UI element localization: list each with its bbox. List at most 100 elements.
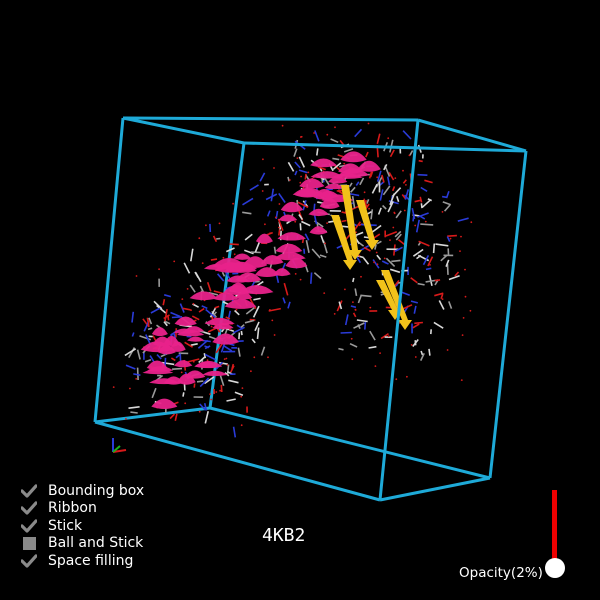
- atom-dot: [232, 202, 235, 205]
- atom-bond: [434, 292, 444, 297]
- atom-bond: [396, 196, 400, 202]
- atom-bond: [440, 254, 448, 262]
- atom-bond: [234, 391, 244, 396]
- atom-bond: [196, 380, 204, 383]
- atom-bond: [355, 231, 364, 237]
- atom-bond: [163, 294, 172, 298]
- atom-dot: [299, 181, 302, 184]
- atom-dot: [299, 278, 302, 281]
- atom-bond: [319, 254, 327, 258]
- atom-bond: [253, 297, 261, 301]
- atom-dot: [368, 207, 370, 210]
- atom-bond: [202, 339, 211, 343]
- atom-bond: [148, 317, 153, 325]
- atom-bond: [147, 327, 153, 331]
- atom-dot: [387, 335, 390, 338]
- bounding-box-edge: [379, 476, 491, 502]
- atom-bond: [311, 248, 321, 259]
- display-options-menu: Bounding box Ribbon Stick Ball and Stick…: [20, 482, 144, 570]
- helix-ribbon: [233, 253, 252, 260]
- atom-bond: [414, 321, 423, 325]
- atom-bond: [190, 343, 198, 346]
- atom-dot: [269, 309, 271, 311]
- atom-dot: [223, 358, 226, 360]
- atom-dot: [240, 424, 243, 427]
- atom-bond: [184, 341, 194, 348]
- atom-dot: [129, 387, 131, 390]
- option-space-filling[interactable]: Space filling: [20, 552, 144, 570]
- atom-bond: [359, 177, 365, 186]
- atom-dot: [229, 328, 232, 331]
- atom-dot: [393, 212, 396, 215]
- atom-bond: [386, 176, 391, 186]
- atom-bond: [322, 240, 328, 254]
- atom-bond: [412, 248, 424, 257]
- atom-bond: [354, 128, 363, 138]
- atom-bond: [305, 240, 310, 253]
- atom-dot: [273, 334, 276, 336]
- helix-ribbon: [254, 267, 280, 278]
- atom-bond: [376, 254, 382, 261]
- helix-ribbon: [147, 366, 174, 372]
- atom-bond: [369, 171, 374, 178]
- atom-dot: [363, 191, 366, 194]
- atom-bond: [417, 282, 425, 286]
- atom-dot: [376, 263, 379, 266]
- atom-dot: [459, 250, 461, 253]
- atom-bond: [205, 308, 216, 319]
- atom-bond: [365, 151, 369, 158]
- atom-bond: [228, 379, 239, 384]
- helix-ribbon: [242, 256, 268, 268]
- atom-bond: [380, 333, 389, 340]
- atom-bond: [394, 246, 403, 253]
- atom-bond: [231, 363, 235, 370]
- helix-ribbon: [292, 187, 325, 197]
- helix-ribbon: [174, 360, 193, 368]
- helix-ribbon: [310, 158, 337, 168]
- atom-bond: [368, 345, 377, 349]
- atom-bond: [151, 387, 157, 399]
- opacity-slider-track[interactable]: [552, 490, 557, 568]
- bounding-box-edge: [209, 406, 491, 480]
- atom-dot: [219, 389, 222, 392]
- atom-dot: [300, 135, 303, 138]
- atom-bond: [395, 210, 402, 219]
- helix-ribbon: [189, 291, 218, 301]
- option-stick[interactable]: Stick: [20, 517, 144, 535]
- opacity-slider-handle[interactable]: [545, 558, 565, 578]
- helix-ribbon: [278, 214, 298, 222]
- atom-bond: [229, 243, 239, 246]
- atom-dot: [410, 344, 413, 346]
- atom-dot: [464, 295, 467, 298]
- atom-bond: [389, 149, 395, 158]
- atom-bond: [225, 316, 231, 320]
- atom-bond: [417, 173, 428, 176]
- atom-bond: [240, 324, 245, 329]
- atom-bond: [254, 321, 260, 332]
- option-bounding-box[interactable]: Bounding box: [20, 482, 144, 500]
- atom-bond: [191, 315, 200, 321]
- atom-bond: [237, 347, 241, 357]
- atom-bond: [326, 188, 333, 191]
- atom-dot: [464, 268, 466, 271]
- atom-dot: [344, 288, 346, 291]
- atom-bond: [256, 327, 260, 340]
- atom-bond: [304, 173, 307, 180]
- atom-dot: [206, 359, 209, 362]
- atom-bond: [414, 199, 421, 203]
- helix-ribbon: [299, 178, 325, 189]
- atom-bond: [244, 233, 253, 241]
- atom-bond: [316, 148, 319, 156]
- option-ribbon[interactable]: Ribbon: [20, 500, 144, 518]
- atom-dot: [360, 275, 362, 278]
- atom-bond: [411, 207, 416, 220]
- atom-bond: [338, 301, 343, 310]
- option-ball-and-stick[interactable]: Ball and Stick: [20, 535, 144, 553]
- atom-bond: [412, 323, 420, 329]
- atom-bond: [252, 305, 260, 318]
- atom-dot: [135, 275, 138, 277]
- atom-dot: [375, 251, 378, 254]
- atom-bond: [204, 345, 210, 349]
- helix-ribbon: [212, 258, 247, 269]
